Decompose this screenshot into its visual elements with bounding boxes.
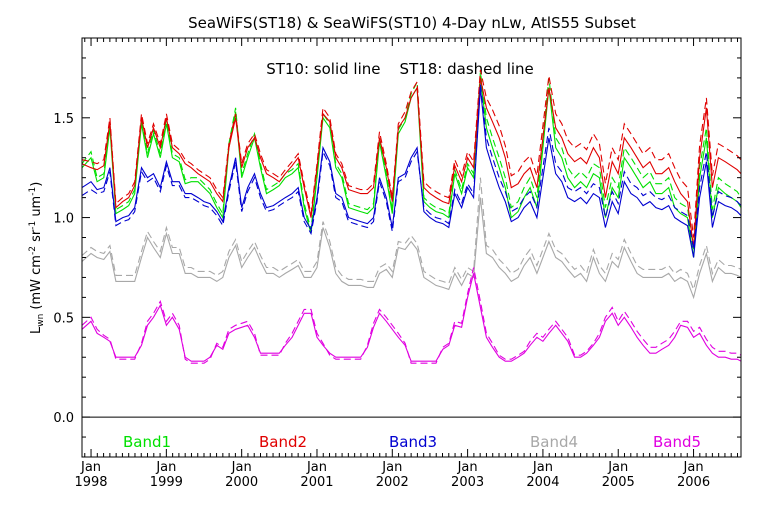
x-tick-month-label: Jan — [457, 460, 478, 475]
axes-layer: 0.00.51.01.5Jan1998Jan1999Jan2000Jan2001… — [53, 37, 742, 490]
series-layer — [81, 69, 742, 364]
y-label-sup2: -1 — [28, 221, 38, 230]
legend-layer: Band1 Band2 Band3 Band4 Band5 — [123, 433, 701, 451]
x-tick-year-label: 1999 — [150, 475, 183, 490]
x-tick-month-label: Jan — [231, 460, 252, 475]
y-axis-label: Lwn (mW cm-2 sr-1 um-1) — [28, 161, 46, 363]
series-line-band3-dashed — [81, 83, 742, 250]
legend-entry-band1: Band1 — [123, 433, 171, 451]
legend-entry-band5: Band5 — [653, 433, 701, 451]
x-tick-month-label: Jan — [532, 460, 553, 475]
y-label-main: L — [29, 326, 44, 334]
series-line-band3-solid — [81, 87, 742, 258]
x-tick-year-label: 2002 — [376, 475, 409, 490]
y-label-end: ) — [29, 182, 44, 187]
y-label-mid2: um — [29, 196, 44, 221]
y-label-rest: (mW cm — [29, 255, 44, 314]
y-label-sup1: -2 — [28, 246, 38, 255]
x-tick-year-label: 1998 — [74, 475, 107, 490]
x-tick-month-label: Jan — [381, 460, 402, 475]
x-tick-month-label: Jan — [683, 460, 704, 475]
series-line-band4-dashed — [81, 177, 742, 292]
series-line-band5-dashed — [81, 267, 742, 364]
x-tick-year-label: 2003 — [451, 475, 484, 490]
series-line-band2-dashed — [81, 69, 742, 238]
chart-title: SeaWiFS(ST18) & SeaWiFS(ST10) 4-Day nLw,… — [188, 14, 636, 32]
x-tick-year-label: 2006 — [677, 475, 710, 490]
y-tick-label: 0.0 — [53, 411, 74, 426]
x-tick-month-label: Jan — [607, 460, 628, 475]
x-tick-year-label: 2001 — [300, 475, 333, 490]
legend-entry-band4: Band4 — [530, 433, 578, 451]
series-line-band2-solid — [81, 77, 742, 248]
y-tick-label: 1.5 — [53, 112, 74, 127]
x-tick-year-label: 2000 — [225, 475, 258, 490]
y-label-sub: wn — [36, 314, 46, 327]
x-tick-year-label: 2005 — [602, 475, 635, 490]
x-tick-month-label: Jan — [155, 460, 176, 475]
series-line-band5-solid — [81, 273, 742, 362]
y-tick-label: 0.5 — [53, 311, 74, 326]
x-tick-year-label: 2004 — [526, 475, 559, 490]
x-tick-month-label: Jan — [306, 460, 327, 475]
legend-entry-band3: Band3 — [389, 433, 437, 451]
x-tick-month-label: Jan — [80, 460, 101, 475]
series-line-band1-solid — [81, 77, 742, 258]
y-label-mid1: sr — [29, 229, 44, 246]
y-tick-label: 1.0 — [53, 212, 74, 227]
plot-frame — [81, 37, 742, 458]
svg-text:Lwn (mW cm-2 sr-1 um-1): Lwn (mW cm-2 sr-1 um-1) — [28, 161, 46, 363]
chart-subtitle: ST10: solid line ST18: dashed line — [266, 60, 534, 78]
y-label-sup3: -1 — [28, 187, 38, 196]
series-line-band4-solid — [81, 197, 742, 300]
legend-entry-band2: Band2 — [259, 433, 307, 451]
